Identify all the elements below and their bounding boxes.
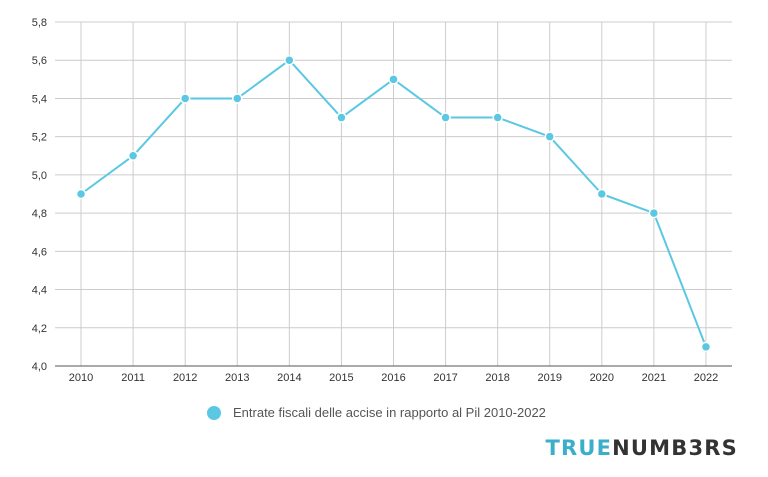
x-tick-label: 2013 <box>225 372 249 384</box>
data-point <box>544 131 555 142</box>
x-tick-label: 2016 <box>381 372 405 384</box>
x-tick-label: 2022 <box>694 372 718 384</box>
x-tick-label: 2014 <box>277 372 301 384</box>
x-tick-label: 2018 <box>485 372 509 384</box>
data-point <box>75 188 87 200</box>
line-chart: 4,04,24,44,64,85,05,25,45,65,8 2010 2011 2… <box>32 17 732 384</box>
logo-text-part2: NUMB3RS <box>612 436 738 460</box>
y-tick-label: 5,0 <box>32 170 47 182</box>
y-tick-label: 5,6 <box>32 55 47 67</box>
data-point <box>648 207 660 219</box>
y-tick-label: 4,6 <box>32 246 47 258</box>
data-point <box>492 112 503 123</box>
y-tick-label: 4,4 <box>32 285 47 297</box>
data-point <box>179 93 191 104</box>
y-tick-label: 4,0 <box>32 361 47 373</box>
y-tick-label: 4,8 <box>32 208 47 220</box>
x-tick-label: 2010 <box>69 372 93 384</box>
y-axis-ticks: 4,0 4,2 4,4 4,6 4,8 5,0 5,2 5,4 5,6 5,8 <box>32 17 47 373</box>
data-point <box>700 341 712 353</box>
data-point <box>127 150 139 162</box>
data-point <box>440 112 451 123</box>
chart-series <box>75 54 712 353</box>
x-tick-label: 2015 <box>329 372 353 384</box>
x-axis-ticks: 2010 2011 2012 2013 2014 2015 2016 2017 2018 2019… <box>69 372 718 384</box>
y-tick-label: 4,2 <box>32 323 47 335</box>
data-point <box>596 188 608 200</box>
data-point <box>336 112 347 123</box>
y-tick-label: 5,4 <box>32 93 47 105</box>
legend-marker <box>207 405 221 420</box>
legend-label: Entrate fiscali delle accise in rapporto… <box>233 405 546 420</box>
data-point <box>388 74 399 85</box>
x-tick-label: 2011 <box>121 372 145 384</box>
x-tick-label: 2012 <box>173 372 197 384</box>
y-tick-label: 5,2 <box>32 132 47 144</box>
x-tick-label: 2017 <box>433 372 457 384</box>
chart-grid <box>55 21 732 367</box>
data-point <box>232 93 243 104</box>
x-tick-label: 2019 <box>537 372 561 384</box>
chart-legend: Entrate fiscali delle accise in rapporto… <box>207 405 546 420</box>
data-point <box>284 54 295 66</box>
x-tick-label: 2020 <box>590 372 614 384</box>
x-tick-label: 2021 <box>642 372 666 384</box>
logo-text-part1: TRUE <box>545 436 613 460</box>
y-tick-label: 5,8 <box>32 17 47 29</box>
brand-logo: TRUENUMB3RS <box>545 436 738 460</box>
